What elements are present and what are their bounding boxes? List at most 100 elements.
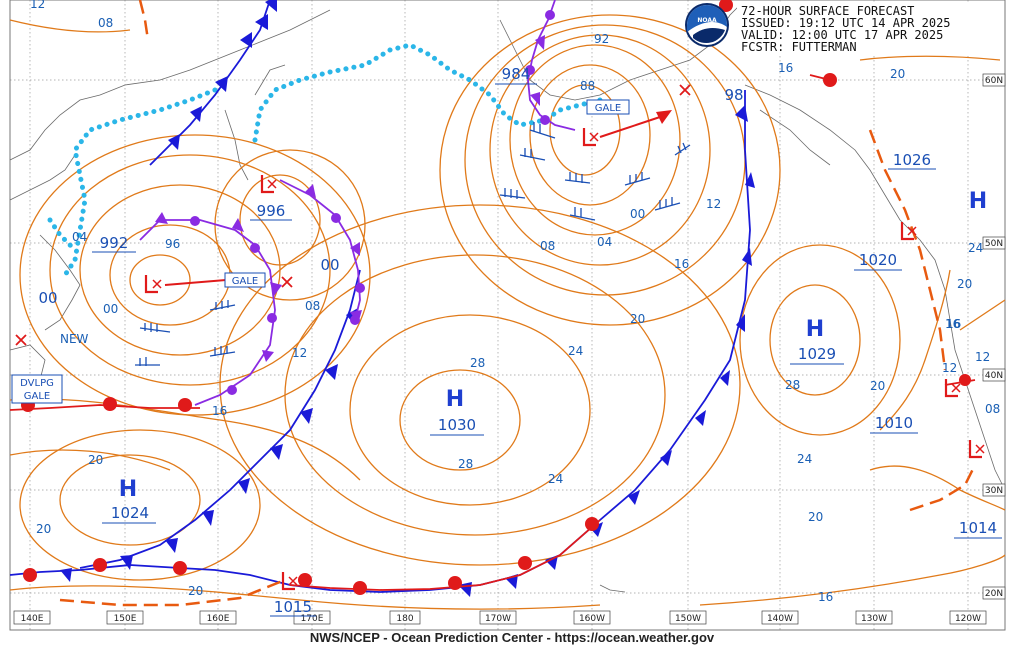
isobar-label: 24 xyxy=(797,452,812,466)
noaa-logo-icon: NOAA xyxy=(685,3,729,47)
isobar-label: 16 xyxy=(946,317,961,331)
isobar-label: 20 xyxy=(630,312,645,326)
isobar-label: 24 xyxy=(548,472,563,486)
isobar-label: 12 xyxy=(292,346,307,360)
lon-label-140w: 140W xyxy=(767,614,793,624)
low-marker xyxy=(260,175,277,194)
isobar-label: 24 xyxy=(568,344,583,358)
isobar-label: 20 xyxy=(890,67,905,81)
occluded-fronts xyxy=(139,0,576,406)
isobar-label: 00 xyxy=(103,302,118,316)
other-pressure-labels: 1026 1020 1010 1014 98 00 00 xyxy=(38,86,1002,539)
lat-label-60n: 60N xyxy=(985,76,1003,86)
isobar-label: 08 xyxy=(98,16,113,30)
isobar-label: 20 xyxy=(808,510,823,524)
low-marker xyxy=(144,275,162,294)
isobar-label: 12 xyxy=(975,350,990,364)
pressure-label: 1026 xyxy=(893,151,931,169)
forecast-title: 72-HOUR SURFACE FORECAST xyxy=(741,4,914,18)
lat-label-40n: 40N xyxy=(985,371,1003,381)
high-center-letter: H xyxy=(446,387,464,412)
isobar-label: 20 xyxy=(36,522,51,536)
footer-credit: NWS/NCEP - Ocean Prediction Center - htt… xyxy=(309,630,715,645)
wind-barbs xyxy=(135,122,691,366)
isobar-label: 16 xyxy=(212,404,227,418)
lat-label-50n: 50N xyxy=(985,239,1003,249)
troughs xyxy=(59,0,977,607)
lon-label-180: 180 xyxy=(396,614,413,624)
x-markers xyxy=(15,84,691,346)
lon-label-120w: 120W xyxy=(955,614,981,624)
high-center-value: 1029 xyxy=(798,345,836,363)
occluded-front-symbols xyxy=(155,10,555,395)
pressure-label: 1014 xyxy=(959,519,997,537)
isobar-label: 16 xyxy=(674,257,689,271)
isobar-label: 20 xyxy=(870,379,885,393)
isobar-label: 28 xyxy=(458,457,473,471)
forecast-header: 72-HOUR SURFACE FORECAST ISSUED: 19:12 U… xyxy=(737,2,1003,54)
isobar-labels: 08 04 96 00 08 12 16 20 24 28 28 24 20 1… xyxy=(30,0,1000,604)
low-marker xyxy=(281,572,298,591)
isobar-label: 88 xyxy=(580,79,595,93)
high-center-letter: H xyxy=(119,477,137,502)
high-center-letter: H xyxy=(806,317,824,342)
low-center-value: 992 xyxy=(100,234,129,252)
isobar-label: 28 xyxy=(785,378,800,392)
isobar-label: 04 xyxy=(597,235,612,249)
gale-warning-label: GALE xyxy=(24,391,50,402)
lon-label-150e: 150E xyxy=(114,614,137,624)
lon-label-130w: 130W xyxy=(861,614,887,624)
isobar-label: 24 xyxy=(968,241,983,255)
high-center-value: 1030 xyxy=(438,416,476,434)
gale-warning-label: GALE xyxy=(595,103,621,114)
high-pressure-centers: H 1030 H 1029 H 1024 H xyxy=(102,189,987,524)
gale-warning-label: GALE xyxy=(232,276,258,287)
high-center-letter: H xyxy=(969,189,987,214)
lon-label-160e: 160E xyxy=(207,614,230,624)
warning-labels: GALE GALE DVLPG GALE xyxy=(11,99,630,404)
low-pressure-centers: 992 996 984 1015 xyxy=(92,65,985,617)
forecaster: FCSTR: FUTTERMAN xyxy=(741,40,857,54)
pressure-label: 1020 xyxy=(859,251,897,269)
low-marker xyxy=(582,128,599,147)
isobars xyxy=(9,14,1006,610)
isobar-label: 16 xyxy=(778,61,793,75)
issued-time: ISSUED: 19:12 UTC 14 APR 2025 xyxy=(741,16,951,30)
isobar-label: 12 xyxy=(30,0,45,11)
isobar-label: 16 xyxy=(945,317,960,331)
isobar-label: 20 xyxy=(957,277,972,291)
isobar-label: 08 xyxy=(305,299,320,313)
developing-label: DVLPG xyxy=(20,378,54,389)
svg-text:NOAA: NOAA xyxy=(697,17,717,24)
isobar-label: 08 xyxy=(985,402,1000,416)
lon-label-170e: 170E xyxy=(301,614,324,624)
lat-label-20n: 20N xyxy=(985,589,1003,599)
isobar-label: 16 xyxy=(818,590,833,604)
warm-front-bumps xyxy=(21,0,971,595)
isobar-label: 20 xyxy=(188,584,203,598)
longitude-labels: 140E 150E 160E 170E 180 170W 160W 150W 1… xyxy=(13,610,987,625)
isobar-label: 12 xyxy=(942,361,957,375)
isobar-label: 20 xyxy=(88,453,103,467)
high-center-value: 1024 xyxy=(111,504,149,522)
lon-label-170w: 170W xyxy=(485,614,511,624)
isobar-label: 08 xyxy=(540,239,555,253)
low-center-value: 984 xyxy=(502,65,531,83)
lat-label-30n: 30N xyxy=(985,486,1003,496)
low-center-value: 1015 xyxy=(274,598,312,616)
isobar-label: 92 xyxy=(594,32,609,46)
lon-label-140e: 140E xyxy=(21,614,44,624)
low-center-value: 996 xyxy=(257,202,286,220)
pressure-label: 1010 xyxy=(875,414,913,432)
low-marker xyxy=(900,222,985,459)
pressure-label: 00 xyxy=(320,256,339,274)
lon-label-150w: 150W xyxy=(675,614,701,624)
isobar-label: 28 xyxy=(470,356,485,370)
coastlines xyxy=(9,4,1006,593)
isobar-label: 00 xyxy=(630,207,645,221)
isobar-label: 96 xyxy=(165,237,180,251)
lon-label-160w: 160W xyxy=(579,614,605,624)
isobar-label: 12 xyxy=(706,197,721,211)
valid-time: VALID: 12:00 UTC 17 APR 2025 xyxy=(741,28,943,42)
latitude-labels: 60N 50N 40N 30N 20N xyxy=(982,73,1006,600)
